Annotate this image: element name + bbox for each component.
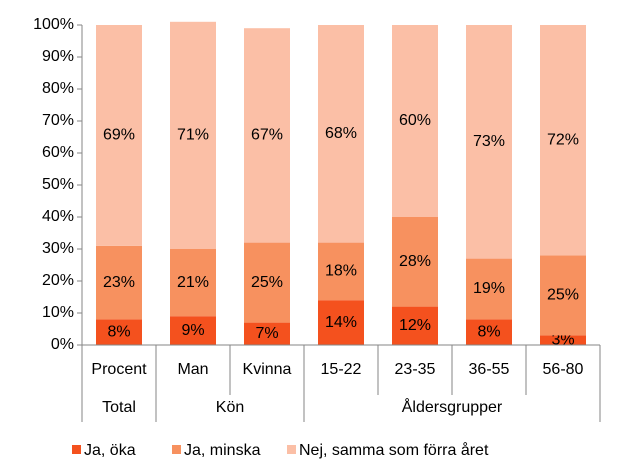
bar-segment xyxy=(170,21,216,249)
data-label: 3% xyxy=(551,331,574,348)
data-label: 8% xyxy=(477,323,500,340)
bar-segment xyxy=(170,249,216,317)
x-tick-label: 23-35 xyxy=(395,361,436,378)
legend-swatch xyxy=(72,445,81,454)
y-tick-label: 90% xyxy=(42,48,74,65)
data-label: 23% xyxy=(103,274,135,291)
bar-segment xyxy=(540,25,586,256)
bar-segment xyxy=(96,245,142,320)
y-tick-label: 0% xyxy=(51,336,74,353)
bar-segment xyxy=(96,25,142,246)
data-label: 60% xyxy=(399,112,431,129)
bar-segment xyxy=(244,242,290,323)
bar-segment xyxy=(540,335,586,345)
data-label: 25% xyxy=(547,287,579,304)
x-tick-label: 15-22 xyxy=(321,361,362,378)
bar-segment xyxy=(318,242,364,301)
y-tick-label: 20% xyxy=(42,272,74,289)
y-tick-label: 60% xyxy=(42,144,74,161)
data-label: 25% xyxy=(251,274,283,291)
data-label: 72% xyxy=(547,131,579,148)
bar-segment xyxy=(318,25,364,243)
x-tick-label: Procent xyxy=(91,361,147,378)
bar-segment xyxy=(392,306,438,345)
data-label: 19% xyxy=(473,280,505,297)
data-label: 14% xyxy=(325,314,357,331)
group-label: Åldersgrupper xyxy=(402,397,503,416)
data-label: 12% xyxy=(399,317,431,334)
bar-segment xyxy=(466,319,512,345)
x-tick-label: 56-80 xyxy=(543,361,584,378)
data-label: 7% xyxy=(255,325,278,342)
group-label: Kön xyxy=(216,399,244,416)
legend-label: Ja, öka xyxy=(84,442,136,459)
data-label: 73% xyxy=(473,133,505,150)
bar-segment xyxy=(318,300,364,345)
bar-segment xyxy=(392,25,438,217)
group-label: Total xyxy=(102,399,136,416)
data-label: 18% xyxy=(325,263,357,280)
legend-swatch xyxy=(172,445,181,454)
data-label: 68% xyxy=(325,125,357,142)
bar-segment xyxy=(466,258,512,320)
data-label: 9% xyxy=(181,322,204,339)
legend-swatch xyxy=(287,445,296,454)
bar-segment xyxy=(244,322,290,345)
y-tick-label: 30% xyxy=(42,240,74,257)
y-tick-label: 70% xyxy=(42,112,74,129)
data-label: 8% xyxy=(107,323,130,340)
x-tick-label: 36-55 xyxy=(469,361,510,378)
y-tick-label: 100% xyxy=(33,16,74,33)
x-tick-label: Man xyxy=(177,361,208,378)
y-tick-label: 50% xyxy=(42,176,74,193)
x-tick-label: Kvinna xyxy=(243,361,292,378)
legend-label: Ja, minska xyxy=(184,442,261,459)
bar-segment xyxy=(466,25,512,259)
data-label: 21% xyxy=(177,274,209,291)
data-label: 71% xyxy=(177,127,209,144)
data-label: 69% xyxy=(103,127,135,144)
bar-segment xyxy=(244,28,290,243)
bar-segment xyxy=(392,217,438,307)
y-tick-label: 40% xyxy=(42,208,74,225)
y-tick-label: 10% xyxy=(42,304,74,321)
data-label: 67% xyxy=(251,127,283,144)
legend-label: Nej, samma som förra året xyxy=(299,441,489,459)
bar-segment xyxy=(540,255,586,336)
y-tick-label: 80% xyxy=(42,80,74,97)
data-label: 28% xyxy=(399,253,431,270)
bar-segment xyxy=(96,319,142,345)
bar-segment xyxy=(170,316,216,345)
